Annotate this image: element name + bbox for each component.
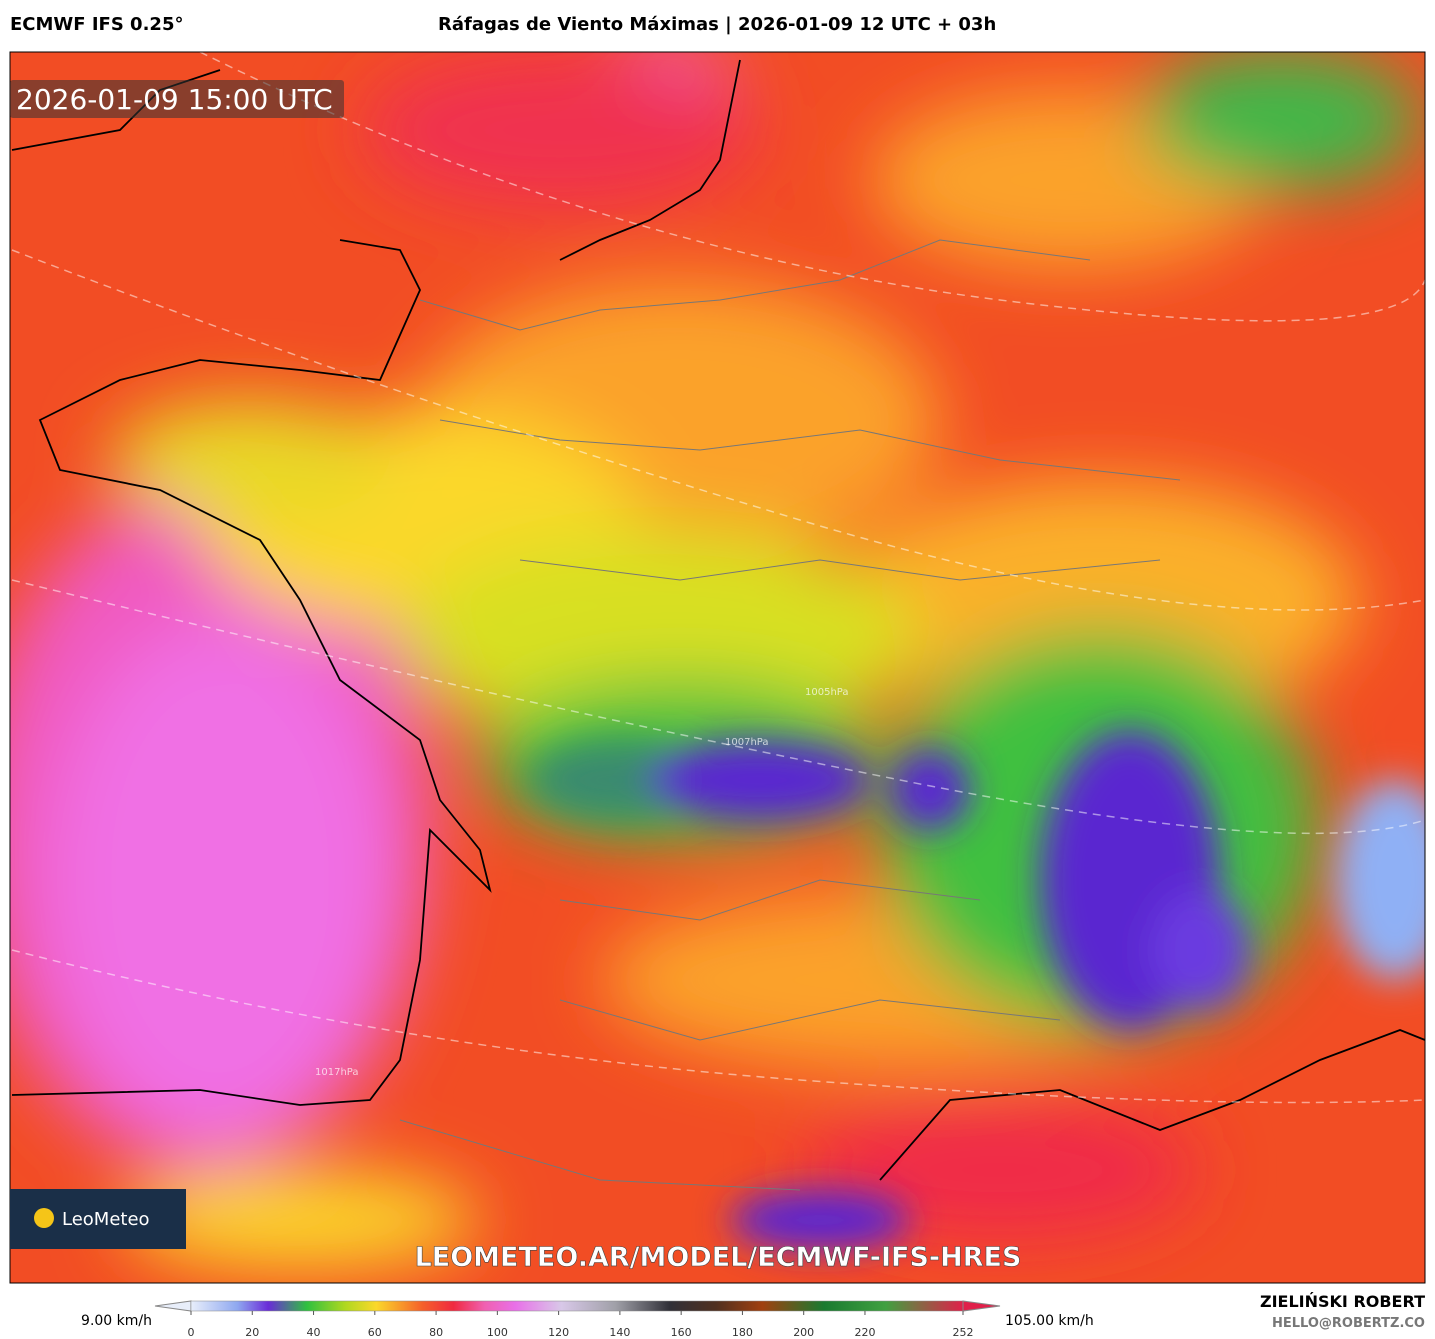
- colorbar-max: 105.00 km/h: [1005, 1313, 1094, 1329]
- isobar-label: 1005hPa: [805, 687, 849, 698]
- wind-field: [10, 52, 1425, 1283]
- colorbar-tick-label: 80: [429, 1326, 443, 1339]
- colorbar: 0 20 40 60 80 100 120 140 160 180 200 220 252: [154, 1300, 1001, 1339]
- colorbar-tick-label: 180: [732, 1326, 753, 1339]
- title: Ráfagas de Viento Máximas | 2026-01-09 1…: [438, 14, 997, 35]
- contact: HELLO@ROBERTZ.CO: [1271, 1316, 1425, 1331]
- author: ZIELIŃSKI ROBERT: [1259, 1292, 1425, 1311]
- valid-time: 2026-01-09 15:00 UTC: [16, 83, 333, 116]
- colorbar-tick-label: 140: [609, 1326, 630, 1339]
- colorbar-tick-label: 60: [368, 1326, 382, 1339]
- colorbar-tick-label: 20: [245, 1326, 259, 1339]
- colorbar-tick-label: 0: [188, 1326, 195, 1339]
- model-label: ECMWF IFS 0.25°: [10, 14, 184, 35]
- colorbar-tick-label: 120: [548, 1326, 569, 1339]
- watermark: LEOMETEO.AR/MODEL/ECMWF-IFS-HRES: [415, 1242, 1022, 1273]
- colorbar-tick-label: 252: [953, 1326, 974, 1339]
- isobar-label: 1017hPa: [315, 1067, 359, 1078]
- logo: LeoMeteo: [62, 1209, 150, 1230]
- colorbar-tick-label: 200: [793, 1326, 814, 1339]
- colorbar-min: 9.00 km/h: [81, 1313, 152, 1329]
- colorbar-tick-label: 40: [307, 1326, 321, 1339]
- colorbar-tick-label: 160: [671, 1326, 692, 1339]
- colorbar-tick-label: 220: [854, 1326, 875, 1339]
- colorbar-tick-label: 100: [487, 1326, 508, 1339]
- isobar-label: 1007hPa: [725, 737, 769, 748]
